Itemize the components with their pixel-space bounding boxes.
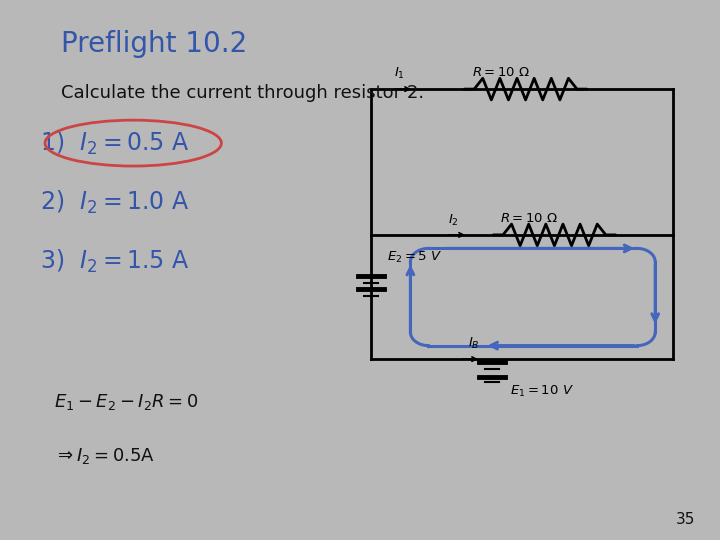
- Text: $\Rightarrow I_2 = 0.5\mathrm{A}$: $\Rightarrow I_2 = 0.5\mathrm{A}$: [54, 446, 155, 467]
- Text: 3)  $I_2 = 1.5$ A: 3) $I_2 = 1.5$ A: [40, 248, 189, 275]
- Text: $I_B$: $I_B$: [468, 336, 480, 351]
- Text: Preflight 10.2: Preflight 10.2: [61, 30, 248, 58]
- Text: $E_1=10\ V$: $E_1=10\ V$: [510, 384, 574, 400]
- Text: $I_2$: $I_2$: [448, 213, 459, 228]
- Text: $R=10\ \Omega$: $R=10\ \Omega$: [472, 66, 530, 79]
- Text: $E_1 - E_2 - I_2 R = 0$: $E_1 - E_2 - I_2 R = 0$: [54, 392, 199, 413]
- Text: Calculate the current through resistor 2.: Calculate the current through resistor 2…: [61, 84, 424, 102]
- Text: 1)  $I_2 = 0.5$ A: 1) $I_2 = 0.5$ A: [40, 130, 189, 157]
- Text: $R=10\ \Omega$: $R=10\ \Omega$: [500, 212, 559, 225]
- Text: $E_2=5\ V$: $E_2=5\ V$: [387, 249, 442, 265]
- Text: $I_1$: $I_1$: [394, 66, 405, 81]
- Text: 35: 35: [675, 511, 695, 526]
- Text: 2)  $I_2 = 1.0$ A: 2) $I_2 = 1.0$ A: [40, 189, 189, 216]
